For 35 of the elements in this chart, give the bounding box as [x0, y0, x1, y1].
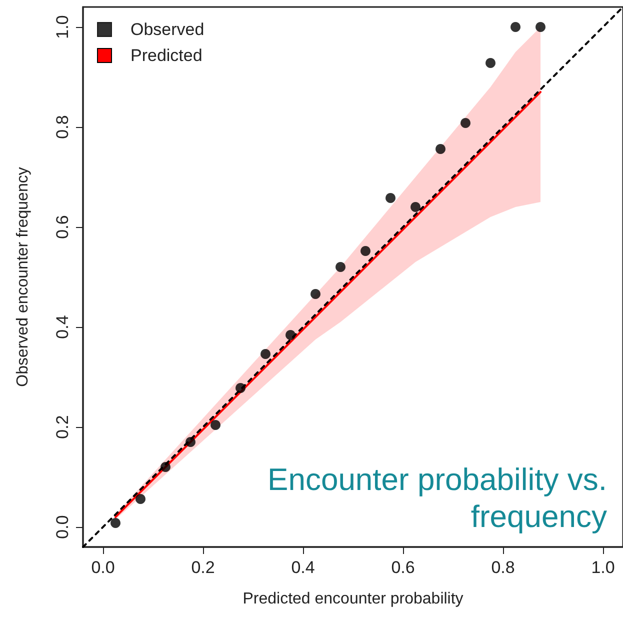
point [460, 118, 470, 128]
point [310, 289, 320, 299]
point [136, 494, 146, 504]
point [510, 22, 520, 32]
point [410, 202, 420, 212]
y-axis-title: Observed encounter frequency [14, 167, 32, 387]
x-axis-title: Predicted encounter probability [242, 590, 464, 608]
point [186, 437, 196, 447]
point [286, 330, 296, 340]
point [160, 462, 170, 472]
legend-label: Predicted [130, 46, 202, 65]
point [536, 22, 546, 32]
point [386, 193, 396, 203]
x-tick-label: 0.4 [291, 558, 315, 577]
y-tick-label: 1.0 [53, 15, 72, 39]
y-tick-label: 0.2 [53, 415, 72, 439]
point [360, 246, 370, 256]
point [236, 383, 246, 393]
y-tick-label: 0.4 [53, 315, 72, 339]
y-tick-label: 0.6 [53, 215, 72, 239]
y-tick-label: 0.8 [53, 115, 72, 139]
x-tick-label: 0.6 [391, 558, 415, 577]
point [486, 58, 496, 68]
annotation: Encounter probability vs. frequency [266, 461, 607, 535]
point [210, 420, 220, 430]
x-tick-label: 1.0 [591, 558, 615, 577]
point [336, 262, 346, 272]
x-tick-label: 0.8 [491, 558, 515, 577]
point [260, 349, 270, 359]
x-tick-label: 0.0 [91, 558, 115, 577]
point [110, 518, 120, 528]
x-tick-label: 0.2 [191, 558, 215, 577]
point [436, 144, 446, 154]
y-tick-label: 0.0 [53, 515, 72, 539]
legend-label: Observed [130, 20, 204, 39]
